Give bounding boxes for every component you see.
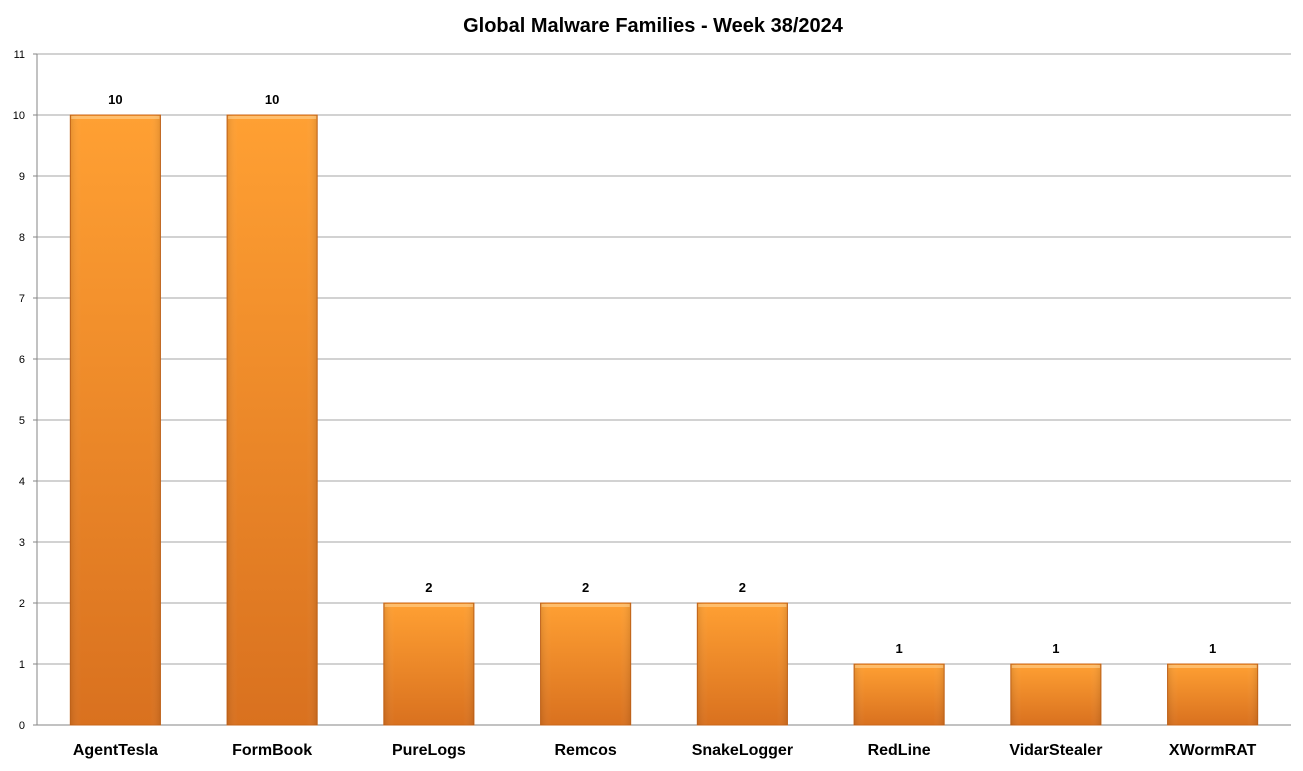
x-axis-ticks: AgentTesla FormBook PureLogs Remcos SnakeLog… bbox=[73, 742, 1257, 759]
data-label: 10 bbox=[108, 92, 122, 107]
data-labels: 10 10 2 2 2 1 1 1 bbox=[108, 92, 1216, 656]
y-tick-label: 6 bbox=[19, 354, 25, 366]
data-label: 2 bbox=[425, 580, 432, 595]
data-label: 1 bbox=[1209, 641, 1216, 656]
data-label: 1 bbox=[1052, 641, 1059, 656]
bars bbox=[69, 114, 1259, 726]
data-label: 1 bbox=[896, 641, 903, 656]
bar-xwormrat bbox=[1167, 663, 1259, 726]
y-tick-label: 5 bbox=[19, 415, 25, 427]
data-label: 2 bbox=[582, 580, 589, 595]
y-tick-label: 10 bbox=[13, 110, 25, 122]
x-tick-label: FormBook bbox=[232, 742, 312, 759]
x-tick-label: PureLogs bbox=[392, 742, 466, 759]
y-tick-label: 1 bbox=[19, 659, 25, 671]
y-tick-label: 0 bbox=[19, 720, 25, 732]
data-label: 10 bbox=[265, 92, 279, 107]
gridlines bbox=[37, 53, 1291, 665]
x-tick-label: AgentTesla bbox=[73, 742, 158, 759]
y-tick-label: 2 bbox=[19, 598, 25, 610]
data-label: 2 bbox=[739, 580, 746, 595]
chart-title: Global Malware Families - Week 38/2024 bbox=[463, 15, 844, 37]
x-tick-label: XWormRAT bbox=[1169, 742, 1257, 759]
bar-redline bbox=[853, 663, 945, 726]
y-tick-label: 4 bbox=[19, 476, 25, 488]
y-tick-label: 3 bbox=[19, 537, 25, 549]
x-tick-label: RedLine bbox=[868, 742, 931, 759]
bar-purelogs bbox=[383, 602, 475, 726]
bar-remcos bbox=[540, 602, 632, 726]
x-tick-label: SnakeLogger bbox=[692, 742, 793, 759]
x-tick-label: Remcos bbox=[555, 742, 617, 759]
axes bbox=[33, 53, 1291, 726]
bar-vidarstealer bbox=[1010, 663, 1102, 726]
bar-snakelogger bbox=[696, 602, 788, 726]
x-tick-label: VidarStealer bbox=[1009, 742, 1102, 759]
y-tick-label: 8 bbox=[19, 232, 25, 244]
bar-agenttesla bbox=[69, 114, 161, 726]
y-axis-ticks: 0 1 2 3 4 5 6 7 8 9 10 11 bbox=[13, 49, 25, 732]
bar-formbook bbox=[226, 114, 318, 726]
y-tick-label: 9 bbox=[19, 171, 25, 183]
y-tick-label: 11 bbox=[14, 49, 25, 61]
y-tick-label: 7 bbox=[19, 293, 25, 305]
